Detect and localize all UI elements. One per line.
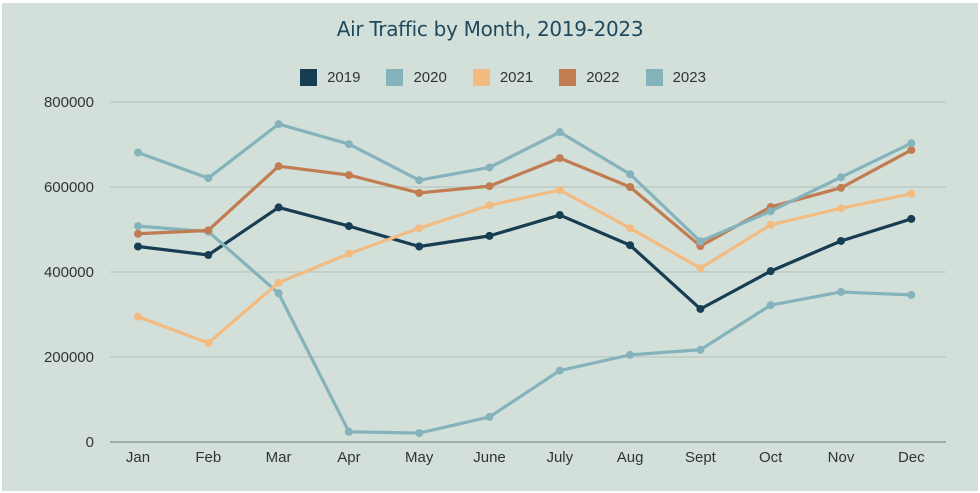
- data-point-2019: [415, 242, 424, 251]
- data-point-2023: [274, 120, 283, 129]
- data-point-2021: [837, 204, 845, 213]
- data-point-2021: [415, 224, 424, 233]
- data-point-2020: [274, 289, 283, 298]
- series-line-2023: [136, 122, 913, 243]
- legend-swatch: [472, 69, 490, 86]
- legend-swatch: [300, 69, 318, 86]
- legend-item-2023: 2023: [645, 69, 706, 86]
- data-point-2023: [907, 139, 916, 148]
- data-point-2022: [555, 154, 564, 163]
- data-point-2022: [134, 229, 142, 238]
- data-point-2021: [555, 185, 564, 194]
- data-point-2020: [555, 366, 564, 375]
- data-point-2021: [274, 278, 283, 287]
- data-point-2022: [204, 226, 213, 235]
- chart-frame: Air Traffic by Month, 2019-2023 2019 2020…: [2, 3, 978, 491]
- data-point-2020: [837, 287, 845, 296]
- data-point-2022: [907, 146, 916, 155]
- legend-item-2021: 2021: [472, 69, 534, 86]
- y-tick-label: 800000: [44, 94, 94, 111]
- y-tick-label: 0: [86, 434, 94, 451]
- legend-swatch: [386, 69, 404, 86]
- x-tick-label: Apr: [337, 449, 360, 466]
- y-tick-label: 600000: [44, 179, 94, 196]
- y-tick-label: 200000: [44, 349, 94, 366]
- legend-label: 2020: [413, 69, 447, 86]
- x-tick-label: Sept: [685, 449, 717, 466]
- data-point-2022: [274, 162, 283, 171]
- x-tick-label: July: [546, 449, 573, 466]
- legend-label: 2022: [586, 69, 620, 86]
- data-point-2020: [696, 345, 705, 354]
- x-tick-label: Mar: [266, 449, 292, 466]
- data-point-2023: [696, 237, 705, 246]
- data-point-2020: [344, 427, 353, 436]
- data-point-2019: [837, 236, 845, 245]
- data-point-2021: [626, 224, 635, 233]
- data-point-2023: [626, 170, 635, 179]
- legend-item-2022: 2022: [559, 69, 620, 86]
- data-point-2019: [907, 214, 916, 223]
- data-point-2019: [696, 304, 705, 313]
- data-point-2019: [485, 231, 494, 240]
- data-point-2021: [907, 189, 916, 198]
- series-line-2019: [136, 205, 913, 311]
- data-point-2023: [415, 176, 424, 185]
- x-tick-label: Aug: [617, 449, 644, 466]
- data-point-2022: [837, 183, 845, 192]
- data-point-2020: [766, 301, 775, 310]
- data-point-2022: [626, 183, 635, 191]
- x-tick-label: May: [405, 449, 434, 466]
- series-line-2021: [136, 188, 913, 345]
- data-point-2019: [134, 242, 142, 251]
- data-point-2021: [485, 201, 494, 210]
- data-point-2020: [907, 290, 916, 299]
- data-point-2023: [485, 163, 494, 172]
- data-point-2023: [344, 140, 353, 149]
- data-point-2022: [485, 182, 494, 191]
- data-point-2019: [626, 241, 635, 250]
- data-point-2019: [344, 222, 353, 231]
- data-point-2022: [344, 171, 353, 180]
- legend-item-2020: 2020: [386, 69, 447, 86]
- data-point-2023: [837, 173, 845, 182]
- data-point-2020: [626, 350, 635, 359]
- data-point-2023: [204, 174, 213, 183]
- x-tick-label: Nov: [828, 449, 855, 466]
- legend: 2019 2020 2021 2022 2023: [2, 69, 978, 86]
- x-tick-label: June: [473, 449, 506, 466]
- legend-label: 2023: [672, 69, 706, 86]
- data-point-2020: [485, 412, 494, 421]
- x-tick-label: Jan: [126, 449, 150, 466]
- data-point-2021: [204, 338, 213, 347]
- legend-item-2019: 2019: [300, 69, 360, 86]
- x-tick-label: Oct: [759, 449, 783, 466]
- data-point-2021: [766, 220, 775, 229]
- data-point-2023: [766, 207, 775, 216]
- data-point-2021: [696, 264, 705, 273]
- legend-swatch: [559, 69, 577, 86]
- data-point-2021: [344, 249, 353, 258]
- data-point-2023: [555, 128, 564, 137]
- data-point-2020: [415, 429, 424, 438]
- line-chart: 0 200000 400000 600000 800000 Jan Feb Mar Apr May…: [44, 94, 946, 466]
- y-tick-label: 400000: [44, 264, 94, 281]
- x-tick-label: Feb: [195, 449, 221, 466]
- data-point-2022: [415, 188, 424, 197]
- chart-title: Air Traffic by Month, 2019-2023: [336, 17, 644, 41]
- legend-label: 2021: [499, 69, 534, 86]
- data-point-2019: [555, 211, 564, 220]
- legend-label: 2019: [327, 69, 361, 86]
- data-point-2023: [134, 148, 142, 157]
- data-point-2019: [274, 203, 283, 212]
- data-point-2019: [204, 251, 213, 259]
- x-tick-label: Dec: [898, 449, 925, 466]
- data-point-2019: [766, 267, 775, 276]
- data-point-2021: [134, 312, 142, 321]
- data-point-2020: [134, 222, 142, 231]
- series-line-2020: [136, 224, 913, 435]
- legend-swatch: [645, 69, 663, 86]
